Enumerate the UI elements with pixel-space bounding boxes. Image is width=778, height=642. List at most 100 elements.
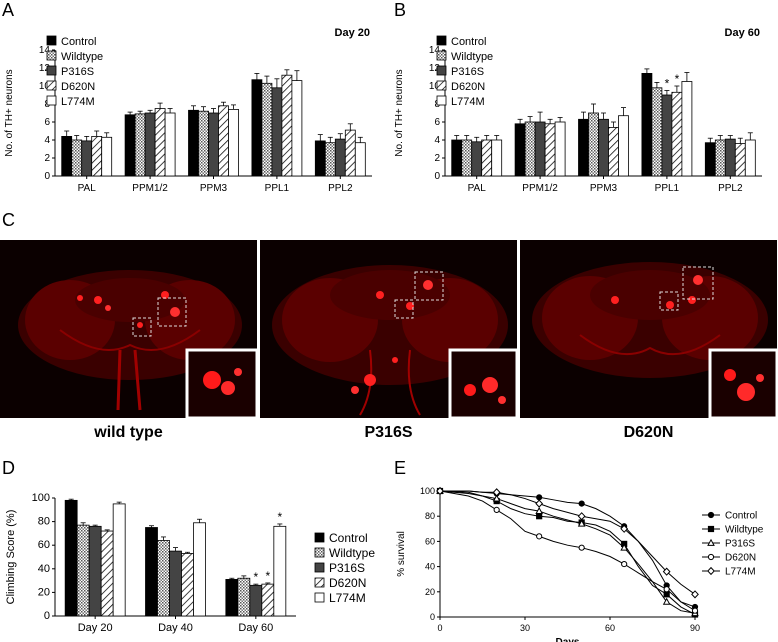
legend-label-l774m: L774M [61, 96, 95, 108]
point-p316s [535, 506, 544, 515]
bar-control-ppm3 [188, 109, 199, 177]
legend-label-l774m: L774M [451, 96, 485, 108]
legend-label-p316s: P316S [725, 539, 755, 550]
legend-swatch-l774m [436, 95, 447, 106]
x-tick-label: 0 [437, 623, 442, 633]
y-tick-label: 6 [434, 117, 440, 128]
x-tick-label-day-60: Day 60 [238, 622, 273, 634]
bar-d620n-day-60 [261, 583, 275, 617]
bar-p316s-pal [81, 140, 93, 177]
x-tick-label: 30 [520, 623, 530, 633]
bar-p316s-ppl1 [661, 94, 673, 177]
bar-l774m-ppl1 [681, 81, 693, 177]
y-tick-label: 60 [425, 536, 435, 546]
point-l774m [662, 567, 671, 576]
legend-swatch-control [46, 35, 57, 46]
x-tick-label-ppl2: PPL2 [718, 183, 743, 194]
bar-control-ppm1-2 [124, 114, 136, 177]
legend-marker-d620n [707, 553, 715, 561]
point-p316s [620, 543, 629, 551]
point-d620n [493, 506, 500, 514]
bar-d620n-ppl2 [344, 129, 356, 177]
y-tick-label: 14 [429, 45, 441, 56]
series-line-l774m [440, 490, 696, 595]
panel-label-e: E [394, 458, 407, 478]
significance-marker: * [277, 510, 282, 524]
micrograph-p316s [260, 240, 517, 418]
legend-label-d620n: D620N [451, 81, 485, 93]
y-tick-label: 100 [420, 486, 435, 496]
significance-marker: * [665, 77, 670, 91]
legend-marker-control [707, 511, 715, 519]
bar-d620n-ppm3 [218, 105, 229, 177]
significance-marker: * [675, 72, 680, 86]
micrograph-label-d620n: D620N [623, 424, 674, 441]
y-axis-label: No. of TH+ neurons [4, 69, 15, 156]
legend-label-p316s: P316S [451, 66, 484, 78]
legend-swatch-wildtype [46, 50, 57, 61]
point-control [536, 494, 543, 501]
micrograph-wild-type-image [18, 270, 257, 418]
point-d620n [536, 533, 543, 540]
point-l774m [577, 512, 586, 521]
legend-label-d620n: D620N [329, 576, 366, 590]
micrograph-d620n-image [532, 262, 777, 418]
legend-label-l774m: L774M [725, 567, 756, 578]
bar-d620n-ppm1-2 [544, 123, 556, 177]
bar-l774m-pal [101, 136, 113, 177]
y-tick-label: 0 [44, 610, 50, 622]
significance-marker: * [253, 570, 258, 584]
bar-d620n-day-40 [181, 553, 194, 617]
bar-l774m-day-60 [273, 525, 287, 617]
bar-d620n-ppl1 [671, 91, 683, 177]
y-tick-label: 12 [429, 63, 441, 74]
legend-swatch-wildtype [314, 547, 325, 558]
bar-l774m-day-40 [193, 522, 206, 617]
legend-label-l774m: L774M [329, 591, 366, 605]
bar-l774m-day-20 [112, 503, 126, 617]
y-tick-label: 0 [44, 171, 50, 182]
point-l774m [691, 590, 699, 599]
legend-label-control: Control [329, 531, 368, 545]
bar-p316s-ppm3 [208, 112, 219, 177]
bar-control-ppm3 [578, 118, 589, 177]
y-tick-label: 0 [430, 612, 435, 622]
legend-swatch-d620n [436, 80, 447, 91]
point-p316s [662, 597, 671, 605]
bar-chart-d: 0 20 40 60 80 100 Climbing Score (%) Day 20 Day … [5, 492, 375, 634]
series-line-p316s [439, 490, 696, 614]
legend-label-d620n: D620N [61, 81, 95, 93]
bar-d620n-pal [91, 135, 103, 177]
bar-control-ppl1 [641, 73, 653, 177]
legend-label-d620n: D620N [725, 553, 756, 564]
bar-chart-b: 02468101214No. of TH+ neuronsPALPPM1/2PP… [394, 27, 762, 194]
legend-marker-p316s [707, 538, 715, 546]
bar-wildtype-pal [71, 139, 83, 177]
bar-chart-a: 02468101214No. of TH+ neuronsPALPPM1/2PP… [4, 27, 372, 194]
bar-d620n-ppm1-2 [154, 108, 166, 177]
y-tick-label: 14 [39, 45, 51, 56]
bar-d620n-ppl2 [734, 143, 746, 177]
point-l774m [620, 524, 629, 533]
series-line-d620n [439, 490, 696, 612]
point-d620n [578, 544, 585, 551]
legend-swatch-control [314, 532, 325, 543]
x-tick-label-ppm1-2: PPM1/2 [522, 183, 558, 194]
x-tick-label-pal: PAL [78, 183, 97, 194]
y-tick-label: 6 [44, 117, 50, 128]
bar-control-ppl2 [704, 142, 716, 177]
micrograph-d620n [520, 240, 777, 418]
y-tick-label: 2 [44, 153, 50, 164]
point-d620n [621, 560, 628, 568]
point-wildtype [536, 513, 543, 520]
bar-control-pal [61, 135, 73, 177]
bar-p316s-ppl2 [724, 138, 736, 177]
bar-wildtype-ppl2 [324, 142, 336, 177]
bar-l774m-ppl1 [291, 80, 303, 177]
y-tick-label: 100 [32, 492, 50, 504]
legend-swatch-control [436, 35, 447, 46]
bar-l774m-ppm3 [228, 109, 239, 177]
micrograph-label-p316s: P316S [364, 424, 413, 441]
x-tick-label: 60 [605, 623, 615, 633]
legend-label-control: Control [61, 36, 96, 48]
